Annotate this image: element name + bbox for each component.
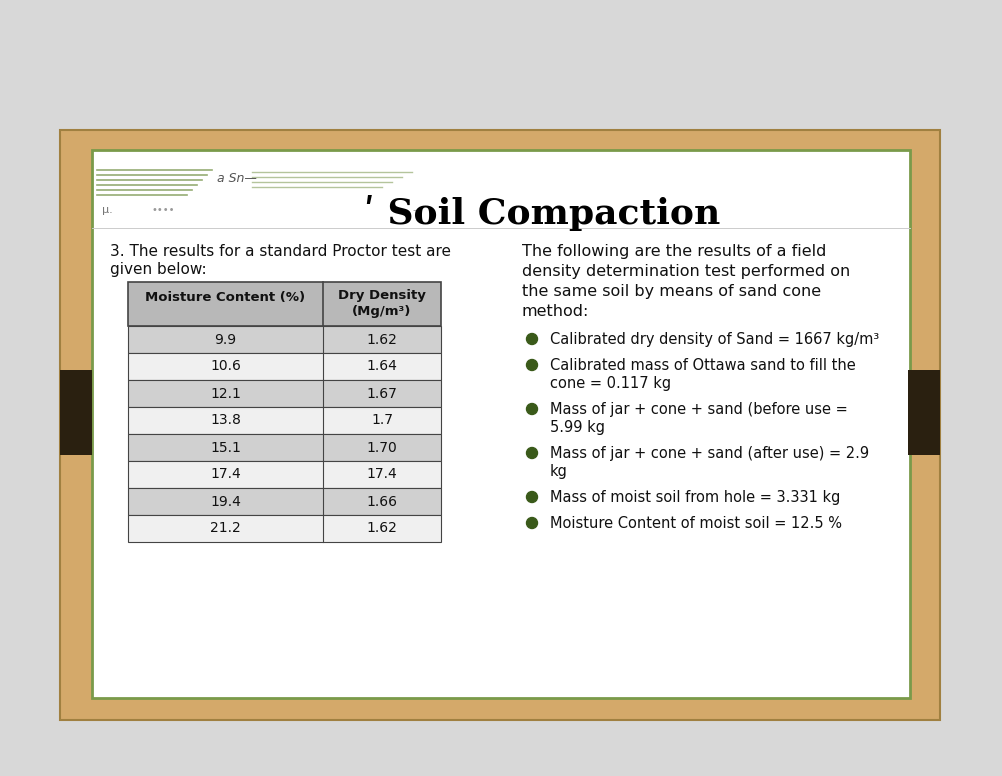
Bar [128,326,441,353]
Text: 19.4: 19.4 [210,494,240,508]
Text: 15.1: 15.1 [210,441,240,455]
Text: density determination test performed on: density determination test performed on [522,264,851,279]
Text: Moisture Content of moist soil = 12.5 %: Moisture Content of moist soil = 12.5 % [550,516,842,531]
Text: 1.66: 1.66 [367,494,398,508]
Bar [128,434,441,461]
Bar [128,488,441,515]
Text: a Sn—: a Sn— [217,171,257,185]
Text: method:: method: [522,304,589,319]
Text: --: -- [412,205,420,215]
Text: 1.64: 1.64 [367,359,398,373]
Text: 12.1: 12.1 [210,386,240,400]
Bar [128,461,441,488]
Text: 3. The results for a standard Proctor test are: 3. The results for a standard Proctor te… [110,244,451,259]
Text: 21.2: 21.2 [210,521,240,535]
Text: 1.62: 1.62 [367,332,398,347]
Text: µ.: µ. [102,205,113,215]
Text: (Mg/m³): (Mg/m³) [353,304,412,317]
Text: 1.70: 1.70 [367,441,398,455]
Text: Mass of moist soil from hole = 3.331 kg: Mass of moist soil from hole = 3.331 kg [550,490,841,505]
Text: 17.4: 17.4 [367,467,398,481]
Bar [60,370,92,455]
Text: Mass of jar + cone + sand (before use =: Mass of jar + cone + sand (before use = [550,402,848,417]
Text: 1.67: 1.67 [367,386,398,400]
Circle shape [526,491,537,503]
Text: Dry Density: Dry Density [338,289,426,303]
Bar [128,380,441,407]
Bar [92,150,910,698]
Text: 5.99 kg: 5.99 kg [550,420,605,435]
Bar [128,353,441,380]
Text: cone = 0.117 kg: cone = 0.117 kg [550,376,671,391]
Text: ʹ Soil Compaction: ʹ Soil Compaction [364,195,720,231]
Text: Moisture Content (%): Moisture Content (%) [145,292,306,304]
Text: ••••: •••• [152,205,175,215]
Circle shape [526,334,537,345]
Bar [128,515,441,542]
Text: kg: kg [550,464,568,479]
Text: 13.8: 13.8 [210,414,240,428]
Text: 1.7: 1.7 [371,414,393,428]
Text: the same soil by means of sand cone: the same soil by means of sand cone [522,284,821,299]
Text: 9.9: 9.9 [214,332,236,347]
Text: 1.62: 1.62 [367,521,398,535]
Bar [908,370,940,455]
Text: The following are the results of a field: The following are the results of a field [522,244,827,259]
Text: Mass of jar + cone + sand (after use) = 2.9: Mass of jar + cone + sand (after use) = … [550,446,869,461]
Circle shape [526,518,537,528]
Text: Calibrated dry density of Sand = 1667 kg/m³: Calibrated dry density of Sand = 1667 kg… [550,332,879,347]
Text: 10.6: 10.6 [210,359,240,373]
Circle shape [526,359,537,370]
Bar [128,407,441,434]
Circle shape [526,404,537,414]
Bar [60,130,940,720]
Text: given below:: given below: [110,262,206,277]
Text: Calibrated mass of Ottawa sand to fill the: Calibrated mass of Ottawa sand to fill t… [550,358,856,373]
Bar [128,282,441,326]
Circle shape [526,448,537,459]
Text: 17.4: 17.4 [210,467,240,481]
